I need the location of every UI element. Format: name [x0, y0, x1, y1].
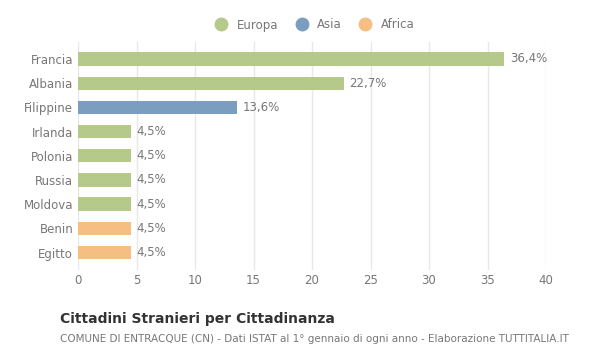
- Bar: [78, 222, 131, 235]
- Text: 4,5%: 4,5%: [137, 149, 166, 162]
- Bar: [78, 125, 131, 138]
- Text: 22,7%: 22,7%: [349, 77, 387, 90]
- Bar: [78, 149, 131, 162]
- Bar: [78, 77, 344, 90]
- Legend: Europa, Asia, Africa: Europa, Asia, Africa: [205, 14, 419, 36]
- Text: Cittadini Stranieri per Cittadinanza: Cittadini Stranieri per Cittadinanza: [60, 312, 335, 326]
- Text: 4,5%: 4,5%: [137, 222, 166, 235]
- Text: 4,5%: 4,5%: [137, 198, 166, 211]
- Text: 13,6%: 13,6%: [243, 101, 280, 114]
- Bar: [78, 52, 504, 66]
- Text: 4,5%: 4,5%: [137, 246, 166, 259]
- Bar: [78, 101, 237, 114]
- Text: 36,4%: 36,4%: [510, 52, 547, 65]
- Text: 4,5%: 4,5%: [137, 125, 166, 138]
- Bar: [78, 246, 131, 259]
- Text: COMUNE DI ENTRACQUE (CN) - Dati ISTAT al 1° gennaio di ogni anno - Elaborazione : COMUNE DI ENTRACQUE (CN) - Dati ISTAT al…: [60, 334, 569, 344]
- Bar: [78, 173, 131, 187]
- Text: 4,5%: 4,5%: [137, 174, 166, 187]
- Bar: [78, 197, 131, 211]
